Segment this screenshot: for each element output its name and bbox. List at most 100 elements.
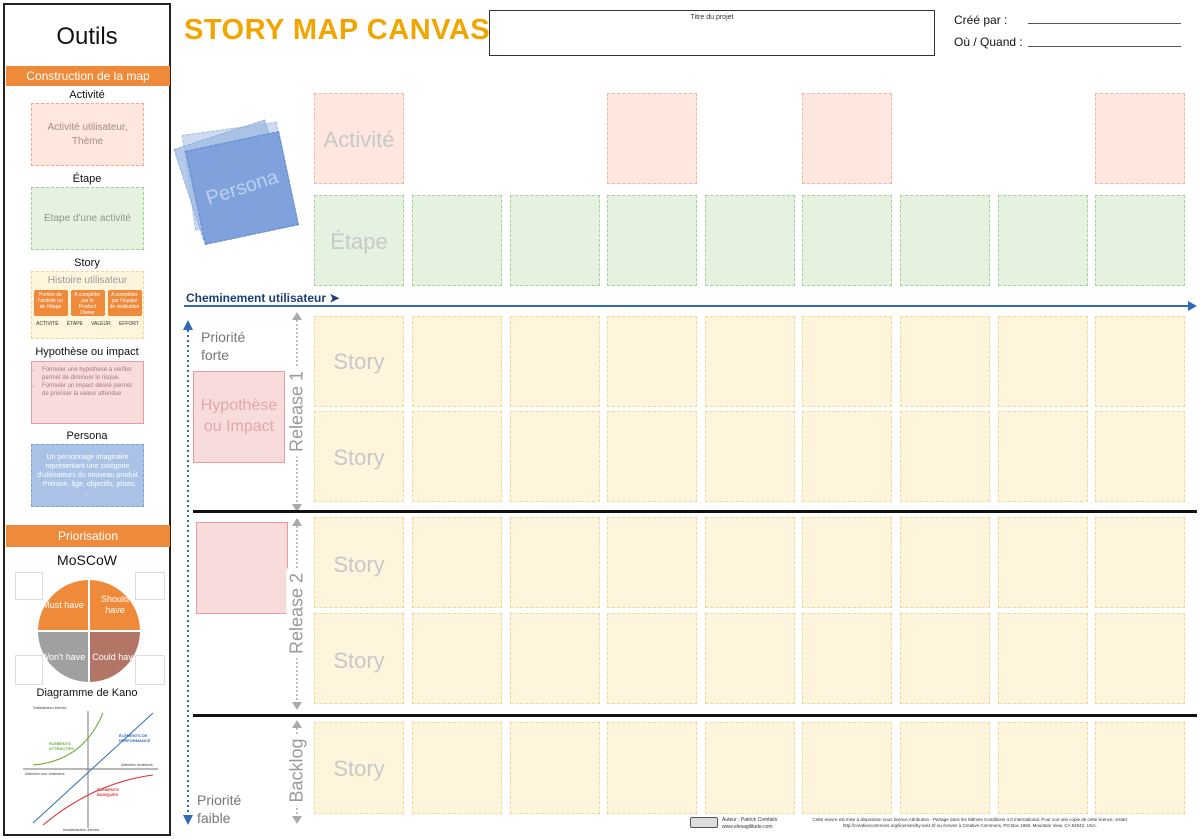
story-cell[interactable] [314, 613, 404, 704]
journey-label: Cheminement utilisateur ➤ [186, 291, 340, 305]
kano-performance-label: ÉLÉMENTS DE PERFORMANCE [119, 733, 151, 743]
activity-cell[interactable] [1095, 93, 1185, 184]
story-cell[interactable] [314, 517, 404, 608]
story-cell[interactable] [1095, 722, 1185, 814]
cc-license-badge [690, 817, 718, 828]
story-cell[interactable] [705, 411, 795, 502]
kano-chart-svg [23, 711, 158, 828]
kano-left-label: Attentes non réalisées [25, 771, 65, 776]
story-cell[interactable] [510, 613, 600, 704]
story-cell[interactable] [412, 411, 502, 502]
project-title-field[interactable]: Titre du projet [489, 10, 935, 56]
hypothesis-item: Formuler un impact désiré permet de prio… [42, 382, 139, 398]
step-label: Étape [72, 173, 102, 185]
story-cell[interactable] [607, 316, 697, 407]
story-cell[interactable] [510, 517, 600, 608]
step-cell[interactable] [705, 195, 795, 286]
story-cell[interactable] [802, 316, 892, 407]
story-cell[interactable] [412, 722, 502, 814]
story-cell[interactable] [1095, 411, 1185, 502]
backlog-label: Backlog [286, 735, 308, 806]
story-cell[interactable] [607, 411, 697, 502]
story-cell[interactable] [412, 517, 502, 608]
persona-card[interactable]: Persona [185, 131, 299, 245]
story-cell[interactable] [1095, 613, 1185, 704]
kano-diagram: Satisfaction élevée Insatisfaction élevé… [13, 703, 163, 833]
kano-top-label: Satisfaction élevée [33, 705, 67, 710]
story-cell[interactable] [314, 316, 404, 407]
story-cell[interactable] [510, 411, 600, 502]
story-cell[interactable] [802, 722, 892, 814]
story-cell[interactable] [510, 316, 600, 407]
step-cell[interactable] [998, 195, 1088, 286]
step-cell[interactable] [314, 195, 404, 286]
story-cell[interactable] [607, 613, 697, 704]
created-by-label: Créé par : [954, 13, 1008, 27]
story-cell[interactable] [900, 517, 990, 608]
step-cell[interactable] [1095, 195, 1185, 286]
step-ghost-text: Étape [330, 229, 388, 254]
story-ghost-text: Story [333, 552, 385, 577]
story-cell[interactable] [998, 722, 1088, 814]
story-cell[interactable] [1095, 517, 1185, 608]
could-have-quadrant: Could have [90, 632, 140, 682]
story-cell[interactable] [802, 411, 892, 502]
release1-label: Release 1 [286, 366, 308, 457]
step-cell[interactable] [802, 195, 892, 286]
activity-cell[interactable] [802, 93, 892, 184]
story-sample: Histoire utilisateur Portion de l'activi… [31, 271, 144, 339]
step-cell[interactable] [510, 195, 600, 286]
where-when-field[interactable] [1028, 46, 1181, 47]
kano-basic-label: ÉLÉMENTS BASIQUES [97, 787, 119, 797]
story-cell[interactable] [705, 316, 795, 407]
moscow-title: MoSCoW [57, 552, 117, 568]
step-cell[interactable] [412, 195, 502, 286]
priority-high-label: Priorité forte [201, 329, 246, 364]
hypothesis-label: Hypothèse ou impact [35, 346, 139, 358]
hypothesis-card[interactable] [196, 522, 288, 614]
story-ghost-text: Story [333, 756, 385, 781]
hypothesis-item: Formuler une hypothèse à vérifier permet… [42, 366, 139, 382]
story-cell[interactable] [705, 722, 795, 814]
story-cell[interactable] [900, 316, 990, 407]
sidebar-title: Outils [56, 23, 118, 50]
story-cell[interactable] [607, 722, 697, 814]
tools-sidebar: Outils Construction de la map Activité A… [3, 3, 171, 836]
story-cell[interactable] [802, 517, 892, 608]
story-cell[interactable] [900, 613, 990, 704]
activity-cell[interactable] [314, 93, 404, 184]
hypothesis-card[interactable]: Hypothèse ou Impact [193, 371, 285, 463]
activity-ghost-text: Activité [323, 127, 395, 152]
story-cell[interactable] [900, 411, 990, 502]
story-cell[interactable] [705, 517, 795, 608]
step-cell[interactable] [900, 195, 990, 286]
story-cell[interactable] [802, 613, 892, 704]
story-cell[interactable] [314, 411, 404, 502]
wont-have-quadrant: Won't have [38, 632, 88, 682]
story-cell[interactable] [412, 316, 502, 407]
story-cell[interactable] [607, 517, 697, 608]
story-cell[interactable] [1095, 316, 1185, 407]
story-cell[interactable] [705, 613, 795, 704]
activity-cell[interactable] [607, 93, 697, 184]
should-have-quadrant: Should have [90, 580, 140, 630]
moscow-note [135, 655, 165, 685]
story-cell[interactable] [314, 722, 404, 814]
step-cell[interactable] [607, 195, 697, 286]
construction-header: Construction de la map [6, 66, 170, 86]
kano-title: Diagramme de Kano [36, 687, 138, 699]
priority-arrow [183, 320, 193, 825]
story-cell[interactable] [900, 722, 990, 814]
created-by-field[interactable] [1028, 23, 1181, 24]
story-col-label: ÉTAPE [66, 321, 83, 327]
story-cell[interactable] [998, 517, 1088, 608]
kano-attractive-label: ÉLÉMENTS ATTRACTIFS [49, 741, 74, 751]
story-cell[interactable] [998, 316, 1088, 407]
activity-sample: Activité utilisateur, Thème [31, 103, 144, 166]
prioritization-header: Priorisation [6, 525, 170, 547]
story-cell[interactable] [510, 722, 600, 814]
story-cell[interactable] [998, 411, 1088, 502]
story-cell[interactable] [998, 613, 1088, 704]
story-cell[interactable] [412, 613, 502, 704]
where-when-label: Où / Quand : [954, 35, 1023, 49]
